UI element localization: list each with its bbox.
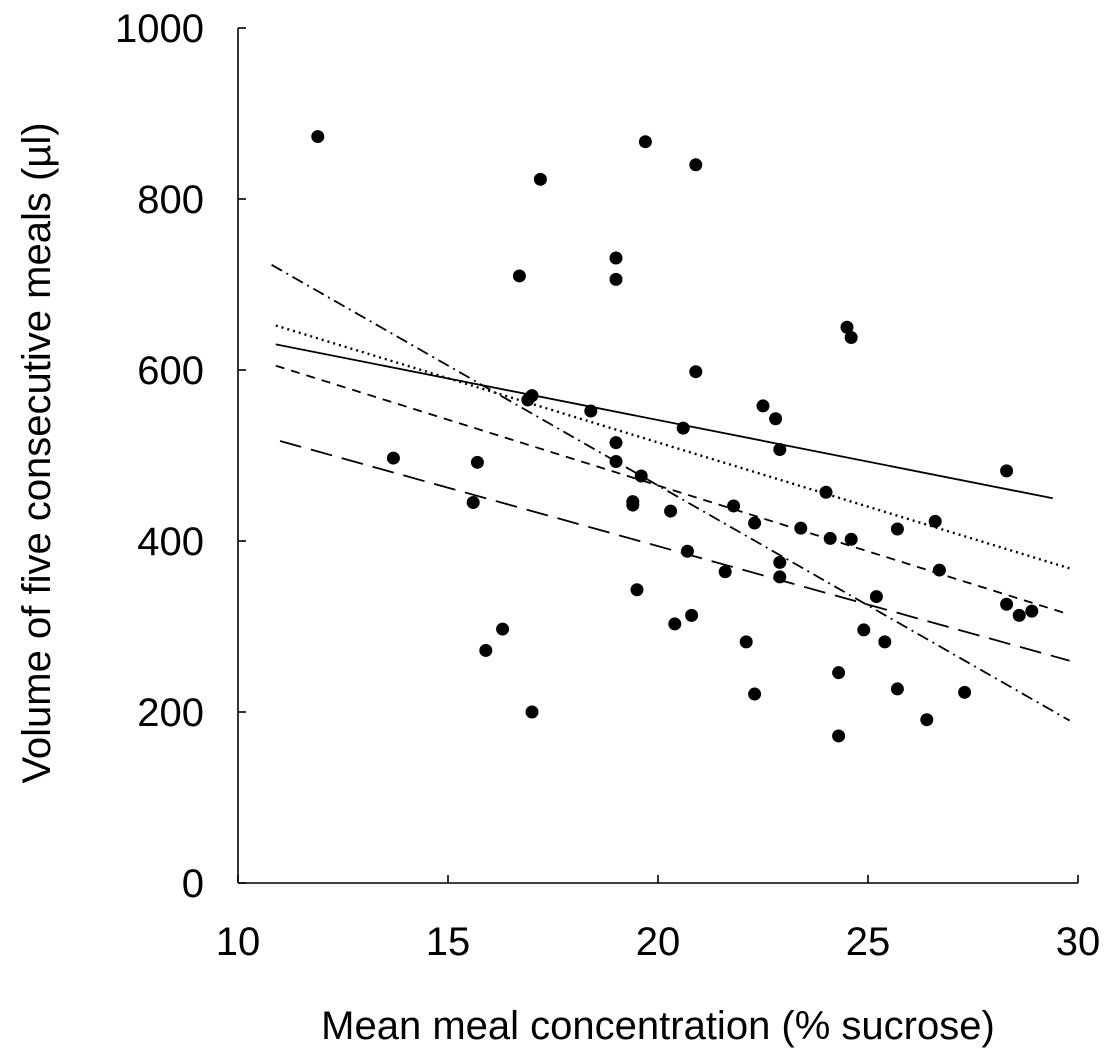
data-point: [794, 521, 808, 535]
data-point: [525, 389, 539, 403]
data-point: [920, 713, 934, 727]
data-point: [630, 583, 644, 597]
data-point: [609, 436, 623, 450]
data-point: [769, 412, 783, 426]
solid-fit-line: [275, 343, 1053, 500]
data-point: [609, 272, 623, 286]
dashed-fit-line: [275, 364, 1070, 616]
long-dashed-fit-line: [279, 440, 1070, 662]
data-point: [609, 251, 623, 265]
x-tick-label: 25: [846, 920, 891, 964]
data-point: [668, 617, 682, 631]
data-point: [890, 522, 904, 536]
x-axis-ticks: 10 15 20 25 30: [216, 875, 1101, 964]
data-point: [689, 158, 703, 172]
data-point: [756, 399, 770, 413]
data-point: [890, 682, 904, 696]
data-point: [1012, 608, 1026, 622]
data-point: [626, 495, 640, 509]
data-point: [479, 643, 493, 657]
y-tick-label: 400: [137, 520, 204, 564]
data-point: [748, 687, 762, 701]
data-point: [470, 455, 484, 469]
data-point: [739, 635, 753, 649]
data-point: [685, 608, 699, 622]
data-point: [689, 365, 703, 379]
axes: 0 200 400 600 800 1000 10 15 20 25 30: [115, 7, 1100, 964]
data-point: [727, 499, 741, 513]
data-point: [932, 563, 946, 577]
data-point: [1000, 464, 1014, 478]
data-point: [844, 532, 858, 546]
data-point: [857, 623, 871, 637]
data-point: [584, 404, 598, 418]
data-point: [533, 172, 547, 186]
x-tick-label: 15: [426, 920, 471, 964]
data-point: [832, 666, 846, 680]
y-tick-label: 800: [137, 178, 204, 222]
data-point: [844, 331, 858, 345]
x-tick-label: 20: [636, 920, 681, 964]
data-point: [676, 421, 690, 435]
data-point: [928, 514, 942, 528]
data-point: [773, 555, 787, 569]
data-point: [638, 135, 652, 149]
data-point: [773, 443, 787, 457]
data-point: [496, 622, 510, 636]
y-axis-title: Volume of five consecutive meals (µl): [15, 122, 59, 783]
data-point: [311, 130, 325, 144]
data-point: [718, 565, 732, 579]
x-axis-title: Mean meal concentration (% sucrose): [321, 1004, 995, 1048]
data-point: [748, 516, 762, 530]
y-axis-ticks: 0 200 400 600 800 1000: [115, 7, 246, 906]
dotted-fit-line: [275, 324, 1070, 570]
y-tick-label: 1000: [115, 7, 204, 51]
data-point: [1025, 604, 1039, 618]
data-point: [512, 269, 526, 283]
data-point: [823, 531, 837, 545]
data-point: [634, 469, 648, 483]
data-point: [609, 454, 623, 468]
data-point: [832, 729, 846, 743]
data-point: [840, 320, 854, 334]
y-tick-label: 600: [137, 349, 204, 393]
data-point: [664, 504, 678, 518]
data-point: [386, 451, 400, 465]
data-point: [1000, 597, 1014, 611]
regression-lines: [271, 264, 1071, 722]
data-point: [525, 705, 539, 719]
data-point: [773, 570, 787, 584]
data-point: [869, 590, 883, 604]
y-tick-label: 200: [137, 691, 204, 735]
data-point: [878, 635, 892, 649]
data-points: [311, 130, 1039, 743]
dash-dot-fit-line: [271, 264, 1071, 722]
data-point: [680, 544, 694, 558]
x-tick-label: 30: [1056, 920, 1101, 964]
data-point: [466, 496, 480, 510]
y-tick-label: 0: [182, 862, 204, 906]
x-tick-label: 10: [216, 920, 261, 964]
data-point: [819, 485, 833, 499]
data-point: [958, 685, 972, 699]
